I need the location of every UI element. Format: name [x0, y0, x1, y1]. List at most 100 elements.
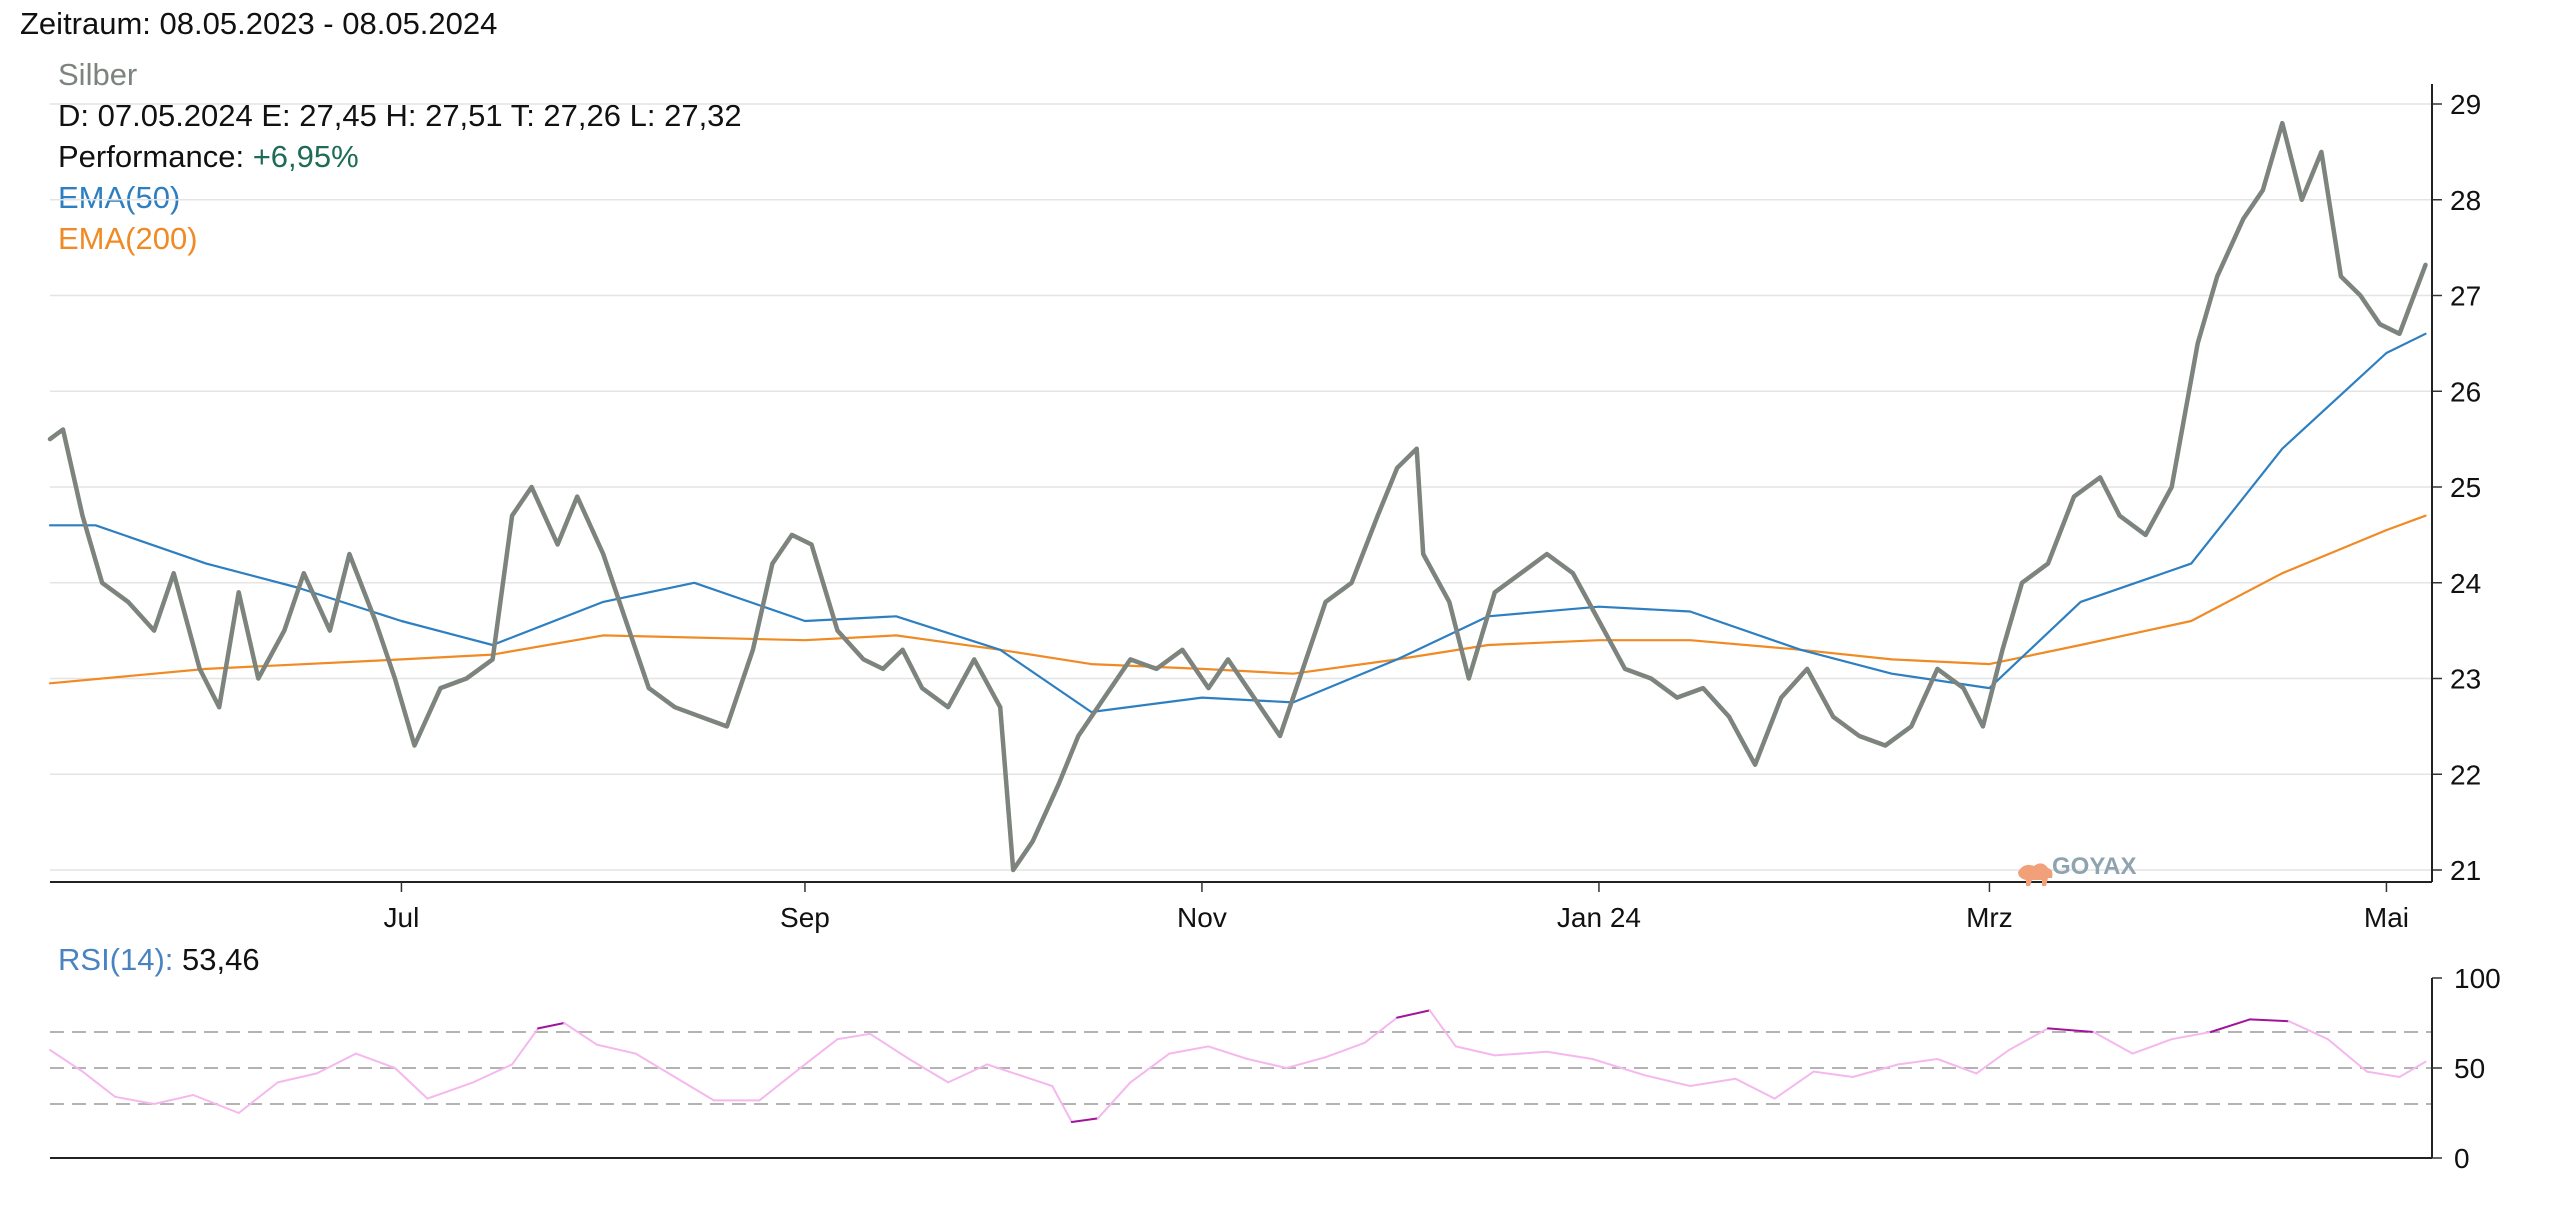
- ema50-line: [48, 332, 2427, 714]
- rsi-line-segment: [1246, 1058, 1288, 1069]
- main-axes: 21 22 23 24 25 26 27 28 29 Jul Sep Nov Jan 24 Mrz Mai: [50, 84, 2481, 933]
- rsi-line-segment: [49, 1049, 84, 1073]
- rsi-line-segment: [2209, 1018, 2251, 1033]
- period-label: Zeitraum: 08.05.2023 - 08.05.2024: [20, 6, 498, 41]
- rsi-readout: RSI(14): 53,46: [58, 942, 260, 978]
- rsi-line-segment: [1363, 1016, 1399, 1044]
- rsi-line-segment: [673, 1076, 715, 1102]
- rsi-line-segment: [1936, 1058, 1978, 1075]
- rsi-line-segment: [393, 1067, 429, 1100]
- x-tick-label: Sep: [780, 902, 830, 933]
- legend-ema200: EMA(200): [58, 221, 198, 256]
- rsi-line-segment: [1773, 1070, 1815, 1100]
- y-tick-label: 26: [2450, 376, 2481, 407]
- rsi-line-segment: [276, 1072, 318, 1084]
- rsi-line-segment: [1493, 1050, 1548, 1057]
- rsi-line-segment: [1096, 1081, 1132, 1120]
- rsi-y-tick-label: 50: [2454, 1053, 2485, 1084]
- rsi-line-segment: [2047, 1027, 2095, 1033]
- rsi-line-segment: [2248, 1018, 2290, 1023]
- rsi-line-segment: [595, 1043, 637, 1055]
- rsi-line-segment: [2365, 1070, 2401, 1078]
- y-tick-label: 27: [2450, 281, 2481, 312]
- rsi-line-segment: [2170, 1031, 2212, 1041]
- x-tick-label: Mrz: [1966, 902, 2013, 933]
- rsi-line-segment: [2131, 1038, 2173, 1055]
- rsi-line-segment: [1689, 1077, 1737, 1087]
- y-tick-label: 29: [2450, 89, 2481, 120]
- performance-label: Performance:: [58, 139, 253, 174]
- rsi-line-segment: [1168, 1045, 1210, 1055]
- y-tick-label: 23: [2450, 664, 2481, 695]
- rsi-line-segment: [869, 1032, 911, 1060]
- rsi-line-segment: [2326, 1038, 2368, 1073]
- rsi-line-segment: [758, 1063, 806, 1102]
- rsi-line-segment: [908, 1058, 950, 1084]
- rsi-line-segment: [1018, 1074, 1054, 1087]
- y-tick-label: 24: [2450, 568, 2481, 599]
- rsi-line-segment: [81, 1070, 117, 1098]
- rsi-line-segment: [537, 1022, 566, 1030]
- y-tick-label: 22: [2450, 759, 2481, 790]
- rsi-line-segment: [836, 1032, 872, 1041]
- main-series: [47, 120, 2428, 873]
- rsi-line-segment: [2287, 1020, 2329, 1041]
- rsi-line-segment: [1975, 1049, 2010, 1075]
- main-grid: [50, 103, 2432, 871]
- rsi-value: 53,46: [182, 942, 260, 977]
- ema200-line: [48, 514, 2427, 685]
- performance-readout: Performance: +6,95%: [58, 136, 742, 177]
- rsi-line-segment: [114, 1095, 156, 1105]
- x-tick-label: Mai: [2364, 902, 2409, 933]
- rsi-line-segment: [1396, 1009, 1431, 1019]
- rsi-line-segment: [986, 1063, 1021, 1077]
- rsi-line-segment: [1454, 1045, 1496, 1057]
- rsi-line-segment: [1285, 1056, 1327, 1069]
- watermark-text: GOYAX: [2052, 853, 2136, 880]
- rsi-y-tick-label: 0: [2454, 1143, 2470, 1174]
- rsi-line-segment: [354, 1052, 396, 1069]
- y-tick-label: 28: [2450, 185, 2481, 216]
- rsi-line-segment: [947, 1063, 989, 1084]
- rsi-line-segment: [2007, 1027, 2050, 1051]
- rsi-line-segment: [1851, 1063, 1900, 1078]
- rsi-line-segment: [1129, 1052, 1171, 1084]
- rsi-line-segment: [803, 1038, 839, 1066]
- rsi-line-segment: [1070, 1117, 1099, 1123]
- rsi-line-segment: [1324, 1041, 1366, 1059]
- performance-value: +6,95%: [252, 139, 359, 174]
- rsi-line-segment: [563, 1022, 598, 1046]
- series-name: Silber: [58, 57, 138, 92]
- rsi-line-segment: [634, 1052, 676, 1078]
- price-line: [47, 120, 2428, 873]
- rsi-line-segment: [1897, 1058, 1939, 1066]
- rsi-line-segment: [472, 1063, 514, 1084]
- y-tick-label: 25: [2450, 472, 2481, 503]
- rsi-line-segment: [2398, 1060, 2427, 1078]
- rsi-y-tick-label: 100: [2454, 963, 2501, 994]
- bull-icon: [2018, 863, 2053, 886]
- rsi-line-segment: [511, 1027, 540, 1066]
- watermark-logo: GOYAX: [2018, 853, 2136, 886]
- rsi-panel: 0 50 100: [49, 963, 2501, 1174]
- rsi-line-segment: [2092, 1031, 2134, 1055]
- rsi-line-segment: [426, 1081, 475, 1100]
- rsi-line-segment: [153, 1094, 195, 1105]
- rsi-line-segment: [1207, 1045, 1249, 1060]
- rsi-line-segment: [1591, 1058, 1646, 1077]
- x-tick-label: Jan 24: [1557, 902, 1641, 933]
- x-tick-label: Jul: [384, 902, 420, 933]
- rsi-line-segment: [1428, 1009, 1457, 1048]
- rsi-line-segment: [192, 1094, 240, 1114]
- rsi-line-segment: [1545, 1050, 1594, 1060]
- rsi-line-segment: [1051, 1085, 1073, 1123]
- rsi-line-segment: [1643, 1074, 1692, 1087]
- rsi-line-segment: [237, 1081, 279, 1114]
- y-tick-label: 21: [2450, 855, 2481, 886]
- rsi-line-segment: [1734, 1077, 1776, 1100]
- rsi-line-segment: [315, 1052, 357, 1075]
- legend-ema50: EMA(50): [58, 180, 181, 215]
- x-tick-label: Nov: [1177, 902, 1227, 933]
- rsi-line-segment: [1812, 1070, 1854, 1078]
